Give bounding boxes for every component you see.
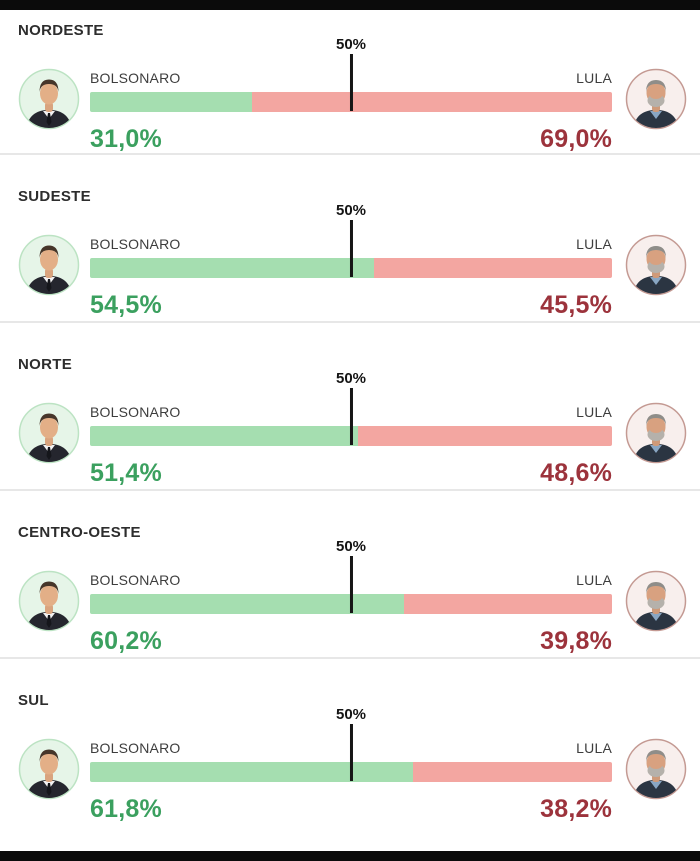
regional-poll-infographic: NORDESTE 50% BOLSONARO LULA 31,0% 6 xyxy=(0,10,700,851)
region-chart: 50% BOLSONARO LULA 60,2% 39,8% xyxy=(0,539,700,656)
lula-avatar xyxy=(625,234,687,296)
candidate-label-bolsonaro: BOLSONARO xyxy=(90,70,181,86)
lula-bar-segment xyxy=(358,426,612,446)
bolsonaro-percentage: 54,5% xyxy=(90,291,162,319)
bolsonaro-percentage: 61,8% xyxy=(90,795,162,823)
region-title: SUDESTE xyxy=(18,188,91,205)
bolsonaro-percentage: 31,0% xyxy=(90,125,162,153)
region-panel-sudeste: SUDESTE 50% BOLSONARO LULA 54,5% 45 xyxy=(0,155,700,323)
screenshot-bottom-letterbox xyxy=(0,851,700,859)
candidate-label-lula: LULA xyxy=(576,70,612,86)
bolsonaro-bar-segment xyxy=(90,762,413,782)
lula-bar-segment xyxy=(412,762,612,782)
candidate-label-bolsonaro: BOLSONARO xyxy=(90,572,181,588)
fifty-percent-label: 50% xyxy=(335,538,367,555)
vote-share-bar xyxy=(90,92,612,112)
region-panel-norte: NORTE 50% BOLSONARO LULA 51,4% 48,6 xyxy=(0,323,700,491)
region-panel-centro-oeste: CENTRO-OESTE 50% BOLSONARO LULA 60,2% xyxy=(0,491,700,659)
lula-percentage: 48,6% xyxy=(540,459,612,487)
lula-avatar xyxy=(625,68,687,130)
bolsonaro-percentage: 51,4% xyxy=(90,459,162,487)
candidate-label-lula: LULA xyxy=(576,572,612,588)
region-chart: 50% BOLSONARO LULA 61,8% 38,2% xyxy=(0,707,700,824)
bolsonaro-avatar xyxy=(18,738,80,800)
vote-share-bar xyxy=(90,258,612,278)
fifty-percent-label: 50% xyxy=(335,36,367,53)
bolsonaro-bar-segment xyxy=(90,426,359,446)
vote-share-bar xyxy=(90,426,612,446)
lula-avatar xyxy=(625,570,687,632)
bolsonaro-avatar xyxy=(18,570,80,632)
bolsonaro-avatar xyxy=(18,68,80,130)
candidate-label-lula: LULA xyxy=(576,740,612,756)
vote-share-bar xyxy=(90,594,612,614)
lula-percentage: 69,0% xyxy=(540,125,612,153)
candidate-label-lula: LULA xyxy=(576,404,612,420)
region-panel-sul: SUL 50% BOLSONARO LULA 61,8% 38,2% xyxy=(0,659,700,851)
lula-avatar xyxy=(625,402,687,464)
bolsonaro-bar-segment xyxy=(90,594,405,614)
lula-bar-segment xyxy=(374,258,612,278)
region-panel-nordeste: NORDESTE 50% BOLSONARO LULA 31,0% 6 xyxy=(0,10,700,155)
lula-percentage: 45,5% xyxy=(540,291,612,319)
lula-percentage: 38,2% xyxy=(540,795,612,823)
region-chart: 50% BOLSONARO LULA 31,0% 69,0% xyxy=(0,37,700,154)
fifty-percent-label: 50% xyxy=(335,370,367,387)
bolsonaro-percentage: 60,2% xyxy=(90,627,162,655)
bolsonaro-avatar xyxy=(18,402,80,464)
region-chart: 50% BOLSONARO LULA 51,4% 48,6% xyxy=(0,371,700,488)
bolsonaro-bar-segment xyxy=(90,92,252,112)
screenshot-top-letterbox xyxy=(0,0,700,10)
region-title: NORDESTE xyxy=(18,22,104,39)
lula-bar-segment xyxy=(404,594,612,614)
lula-avatar xyxy=(625,738,687,800)
fifty-percent-label: 50% xyxy=(335,706,367,723)
candidate-label-bolsonaro: BOLSONARO xyxy=(90,404,181,420)
lula-percentage: 39,8% xyxy=(540,627,612,655)
region-chart: 50% BOLSONARO LULA 54,5% 45,5% xyxy=(0,203,700,320)
candidate-label-lula: LULA xyxy=(576,236,612,252)
region-title: NORTE xyxy=(18,356,72,373)
vote-share-bar xyxy=(90,762,612,782)
candidate-label-bolsonaro: BOLSONARO xyxy=(90,236,181,252)
lula-bar-segment xyxy=(251,92,612,112)
fifty-percent-label: 50% xyxy=(335,202,367,219)
region-title: SUL xyxy=(18,692,49,709)
bolsonaro-bar-segment xyxy=(90,258,375,278)
bolsonaro-avatar xyxy=(18,234,80,296)
candidate-label-bolsonaro: BOLSONARO xyxy=(90,740,181,756)
region-title: CENTRO-OESTE xyxy=(18,524,141,541)
